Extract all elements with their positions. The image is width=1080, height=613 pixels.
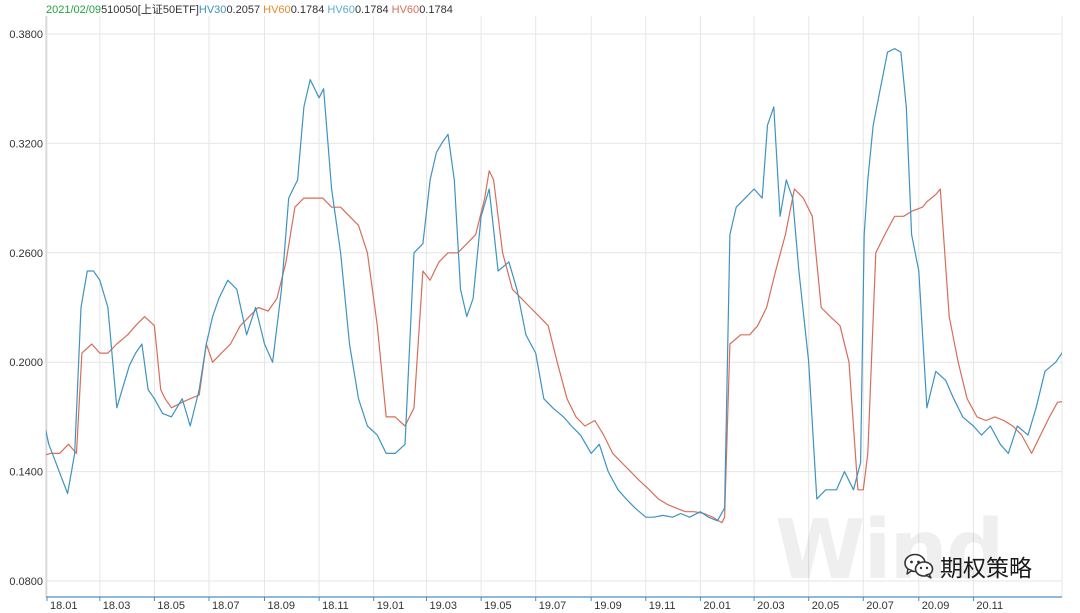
y-tick-label: 0.2600 [9,248,43,260]
header-hv60-red-label: HV60 [391,4,420,16]
x-tick-label: 19.03 [430,600,458,612]
y-axis: 0.0800 0.1400 0.2000 0.2600 0.3200 0.3800 [9,16,47,597]
header-hv60-teal-label: HV60 [327,4,355,16]
header-hv60-teal-value: 0.1784 [354,4,389,16]
x-tick-label: 19.09 [594,600,622,612]
brand-badge[interactable]: 期权策略 [904,549,1032,583]
chart-grid [46,16,1063,597]
brand-text: 期权策略 [940,556,1032,582]
y-tick-label: 0.3800 [9,29,43,41]
x-tick-label: 19.07 [539,600,567,612]
header-hv60-orange-value: 0.1784 [290,4,325,16]
x-tick-label: 20.09 [922,600,950,612]
header-date: 2021/02/09 [46,4,102,16]
x-tick-label: 19.11 [649,600,676,612]
y-tick-label: 0.0800 [9,576,43,588]
x-tick-label: 18.03 [103,600,131,612]
x-tick-label: 20.11 [976,600,1003,612]
chart-header: 2021/02/09510050[上证50ETF]HV300.2057 HV60… [46,3,453,17]
x-tick-label: 18.11 [322,600,349,612]
y-tick-label: 0.1400 [9,467,43,479]
x-tick-label: 18.09 [268,600,296,612]
header-hv60-red-value: 0.1784 [419,4,453,16]
x-tick-label: 18.07 [212,600,240,612]
x-tick-label: 18.01 [50,600,78,612]
header-hv30-label: HV30 [198,4,227,16]
header-code: 510050 [101,4,138,16]
header-hv60-orange-label: HV60 [263,4,291,16]
x-axis: 18.01 18.03 18.05 18.07 18.09 18.11 19.01 19.03… [46,596,1062,612]
series-hv30 [46,48,1062,522]
x-tick-label: 19.01 [377,600,405,612]
series-line-hv30 [46,48,1062,522]
header-hv30-value: 0.2057 [226,4,261,16]
chart-series [46,48,1062,524]
series-hv60 [46,170,1062,524]
x-tick-label: 20.05 [812,600,840,612]
series-line-hv60 [46,170,1062,524]
wind-watermark: Wind [775,503,1005,598]
x-tick-label: 20.01 [703,600,731,612]
y-tick-label: 0.3200 [9,138,43,150]
wechat-icon [904,553,934,579]
header-name: [上证50ETF] [137,4,199,16]
x-tick-label: 19.05 [484,600,512,612]
y-tick-label: 0.2000 [9,357,43,369]
x-tick-label: 18.05 [157,600,185,612]
x-tick-label: 20.07 [866,600,894,612]
x-tick-label: 20.03 [757,600,785,612]
